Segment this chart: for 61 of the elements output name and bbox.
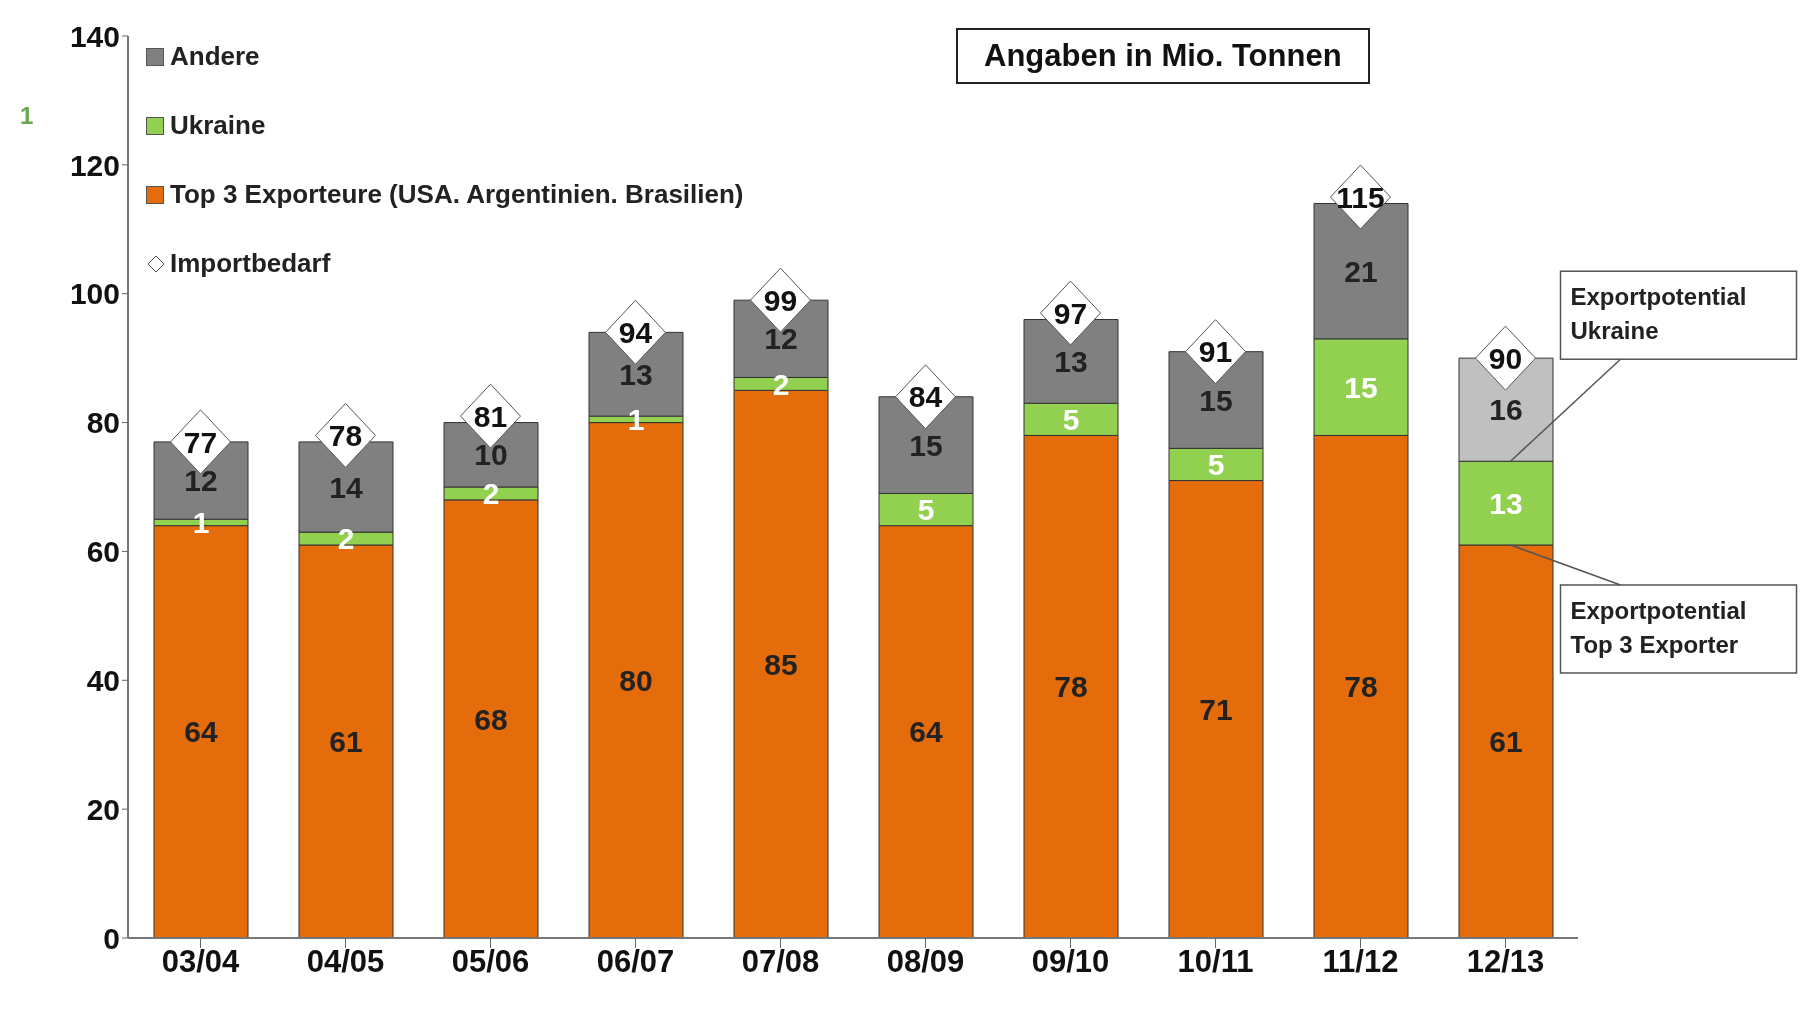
x-tick-label: 07/08 (741, 944, 820, 980)
data-label: 12 (184, 464, 218, 498)
data-label: 85 (764, 647, 798, 681)
annotation: Exportpotential Top 3 Exporter (1570, 596, 1747, 658)
data-label: 64 (909, 715, 943, 749)
data-label: 97 (1053, 296, 1088, 330)
y-tick-label: 0 (103, 921, 120, 955)
x-tick-label: 04/05 (306, 944, 385, 980)
x-tick-label: 10/11 (1177, 944, 1254, 980)
legend-label: Andere (170, 41, 260, 72)
data-label: 13 (1054, 345, 1088, 379)
data-label: 10 (474, 438, 508, 472)
data-label: 21 (1344, 254, 1378, 288)
annotation: Exportpotential Ukraine (1570, 283, 1747, 345)
x-tick-label: 03/04 (161, 944, 241, 980)
data-label: 80 (619, 663, 653, 697)
data-label: 77 (183, 425, 218, 459)
data-label: 90 (1488, 341, 1523, 375)
data-label: 94 (618, 316, 653, 350)
legend-label: Importbedarf (170, 248, 331, 279)
data-label: 64 (184, 715, 218, 749)
data-label: 81 (473, 399, 508, 433)
x-tick-label: 06/07 (596, 944, 675, 980)
data-label: 15 (1199, 383, 1233, 417)
data-label: 61 (1489, 725, 1523, 759)
y-tick-label: 100 (69, 277, 120, 311)
text: 1 (20, 102, 34, 130)
data-label: 13 (619, 357, 653, 391)
y-tick-label: 80 (86, 406, 120, 440)
x-tick-label: 09/10 (1031, 944, 1110, 980)
y-tick-label: 20 (86, 792, 120, 826)
legend-label: Top 3 Exporteure (USA. Argentinien. Brasilien) (170, 179, 744, 210)
data-label: 14 (329, 470, 363, 504)
x-tick-label: 05/06 (451, 944, 530, 980)
data-label: 68 (474, 702, 508, 736)
y-tick-label: 140 (69, 19, 120, 53)
annotation: Angaben in Mio. Tonnen (956, 28, 1370, 84)
data-label: 15 (909, 428, 943, 462)
data-label: 78 (1054, 670, 1088, 704)
data-label: 115 (1336, 180, 1385, 214)
data-label: 12 (764, 322, 798, 356)
data-label: 5 (1207, 448, 1225, 482)
x-tick-label: 08/09 (886, 944, 965, 980)
data-label: 5 (1062, 403, 1080, 436)
data-label: 91 (1198, 335, 1233, 369)
data-label: 84 (908, 380, 943, 414)
data-label: 99 (763, 283, 798, 317)
data-label: 78 (328, 419, 363, 453)
legend-label: Ukraine (170, 110, 266, 141)
y-tick-label: 120 (69, 148, 120, 182)
x-tick-label: 11/12 (1322, 944, 1399, 980)
data-label: 15 (1344, 370, 1378, 404)
data-label: 78 (1344, 670, 1378, 704)
x-tick-label: 12/13 (1466, 944, 1545, 980)
y-tick-label: 60 (86, 535, 120, 569)
data-label: 13 (1489, 486, 1523, 520)
data-label: 71 (1199, 692, 1233, 726)
data-label: 16 (1489, 393, 1523, 427)
data-label: 61 (329, 725, 363, 759)
y-tick-label: 40 (86, 663, 120, 697)
data-label: 5 (917, 493, 935, 527)
